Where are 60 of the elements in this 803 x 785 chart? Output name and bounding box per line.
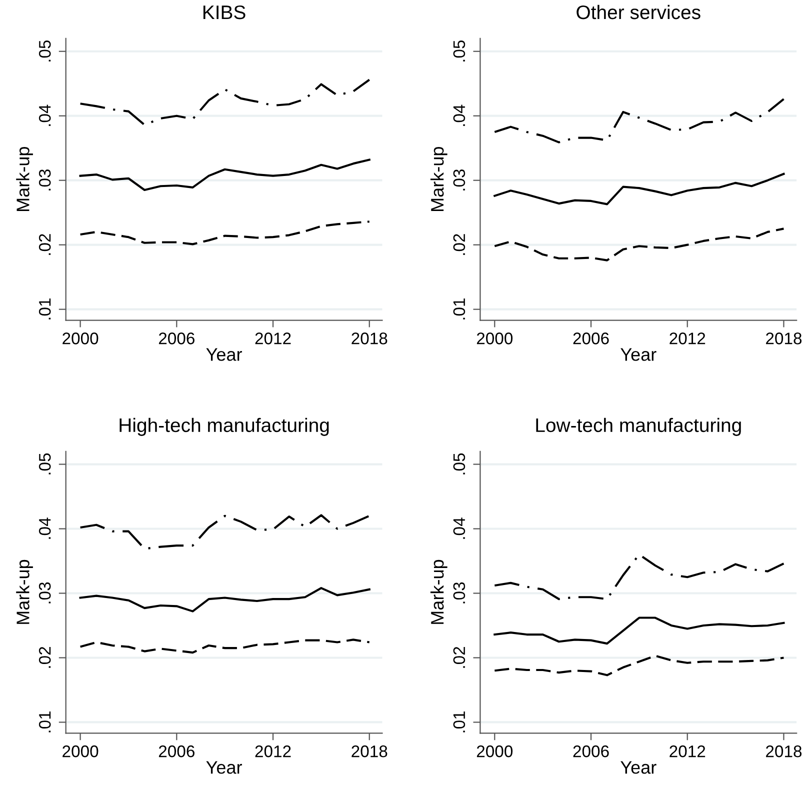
x-axis-title: Year (206, 348, 242, 361)
y-tick-label: .03 (38, 169, 51, 190)
line-series (79, 638, 370, 654)
y-tick-label: .03 (38, 582, 51, 604)
line-series (79, 587, 370, 612)
x-tick-label: 2018 (352, 332, 388, 344)
x-tick-label: 2006 (158, 332, 194, 344)
y-tick-label: .05 (453, 40, 466, 62)
y-axis-title: Mark-up (16, 560, 33, 624)
y-axis-title: Mark-up (430, 147, 448, 211)
y-tick-label: .02 (453, 646, 466, 668)
line-series (79, 158, 370, 192)
y-tick-label: .02 (38, 234, 51, 255)
x-tick-label: 2012 (670, 745, 706, 758)
y-tick-label: .04 (38, 104, 51, 126)
line-series (79, 514, 370, 550)
line-series (79, 78, 370, 126)
x-axis-title: Year (620, 348, 656, 361)
x-tick-label: 2000 (62, 332, 98, 344)
x-axis-title: Year (620, 761, 656, 774)
y-axis-title: Mark-up (16, 147, 33, 211)
chart-title: Low-tech manufacturing (536, 418, 741, 436)
x-tick-label: 2018 (766, 745, 802, 758)
chart-title: High-tech manufacturing (120, 418, 329, 436)
y-tick-label: .01 (453, 298, 466, 320)
x-tick-label: 2018 (766, 332, 802, 344)
line-series (494, 228, 785, 262)
y-tick-label: .01 (38, 711, 51, 732)
x-tick-label: 2012 (255, 745, 291, 758)
x-tick-label: 2012 (670, 332, 706, 344)
y-tick-label: .01 (453, 711, 466, 732)
y-tick-label: .02 (38, 646, 51, 668)
line-series (494, 172, 785, 206)
y-axis-title: Mark-up (430, 560, 448, 624)
x-tick-label: 2000 (476, 332, 513, 344)
y-tick-label: .03 (453, 169, 466, 190)
x-tick-label: 2000 (476, 745, 513, 758)
y-tick-label: .01 (38, 298, 51, 320)
y-tick-label: .04 (453, 104, 466, 126)
x-tick-label: 2018 (352, 745, 388, 758)
y-tick-label: .03 (453, 582, 466, 604)
line-series (494, 98, 785, 144)
x-axis-title: Year (206, 761, 242, 774)
y-tick-label: .02 (453, 234, 466, 255)
line-series (494, 616, 785, 645)
chart-title: KIBS (203, 5, 246, 20)
line-series (494, 654, 785, 676)
y-tick-label: .05 (38, 40, 51, 62)
y-tick-label: .05 (453, 453, 466, 474)
x-tick-label: 2012 (255, 332, 291, 344)
x-tick-label: 2006 (573, 745, 609, 758)
y-tick-label: .05 (38, 453, 51, 474)
y-tick-label: .04 (38, 518, 51, 539)
y-tick-label: .04 (453, 518, 466, 539)
x-tick-label: 2006 (158, 745, 194, 758)
chart-title: Other services (576, 4, 700, 20)
line-series (494, 554, 785, 600)
x-tick-label: 2006 (573, 332, 609, 344)
x-tick-label: 2000 (62, 745, 98, 758)
line-series (79, 220, 370, 246)
